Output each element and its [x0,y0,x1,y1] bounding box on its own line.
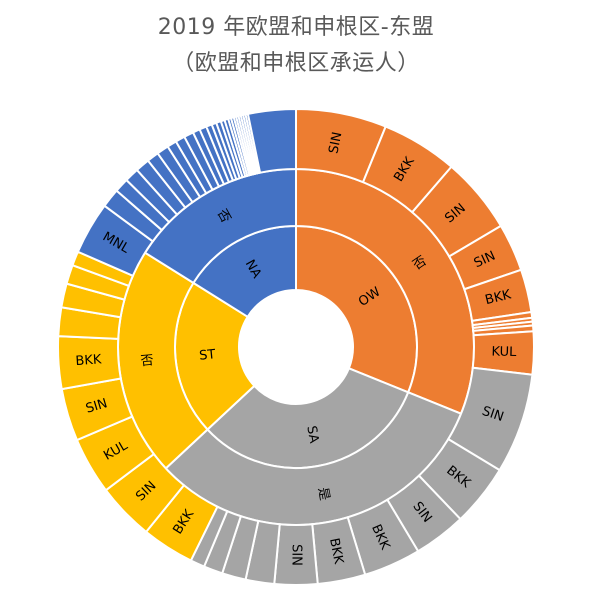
sunburst-alliance-label: SA [303,425,321,445]
sunburst-alliance-label: ST [199,347,217,363]
sunburst-airport-label: SIN [84,396,109,417]
sunburst-airport-segment [246,107,297,174]
sunburst-answer-label: 是 [315,486,332,502]
sunburst-airport-label: SIN [326,131,345,155]
sunburst-airport-label: SIN [289,544,304,566]
sunburst-airport-label: KUL [491,344,517,360]
sunburst-airport-label: BKK [326,537,346,566]
sunburst-answer-label: 否 [140,353,154,369]
chart-title: 2019 年欧盟和申根区-东盟 [157,15,435,40]
chart-subtitle: （欧盟和申根区承运人） [172,51,420,76]
sunburst-answer-label: 否 [214,207,233,226]
sunburst-airport-label: BKK [484,287,513,308]
sunburst-airport-label: BKK [75,352,102,369]
chart-title-block: 2019 年欧盟和申根区-东盟 （欧盟和申根区承运人） [0,10,592,82]
sunburst-airport-label: SIN [480,404,505,425]
